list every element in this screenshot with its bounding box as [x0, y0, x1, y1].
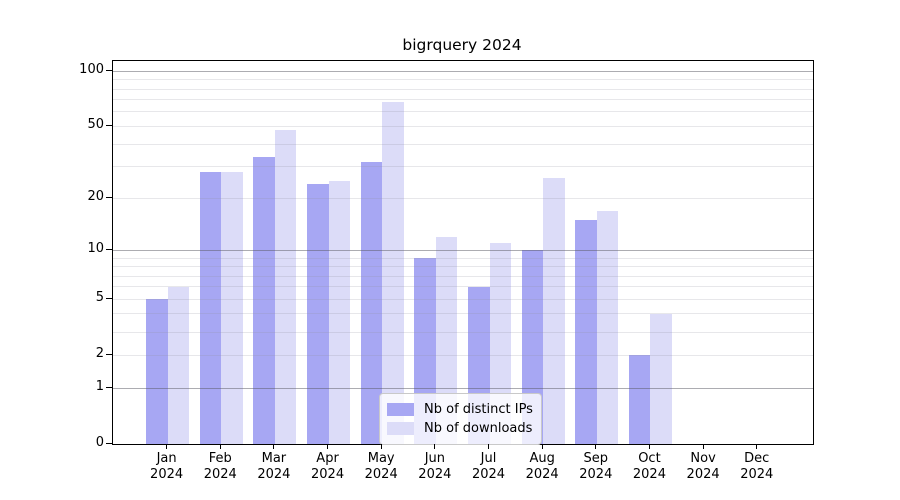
x-tick-label-nov: Nov 2024 — [686, 451, 720, 482]
y-tick-label-20: 20 — [87, 189, 104, 205]
plot-area: Nb of distinct IPs Nb of downloads — [112, 60, 814, 445]
x-tick-mark-jun — [434, 444, 436, 449]
gridline-90 — [113, 79, 813, 81]
legend-label-downloads: Nb of downloads — [424, 421, 533, 436]
y-tick-label-100: 100 — [79, 62, 104, 78]
bar-apr-downloads — [328, 180, 351, 444]
bar-jan-distinct-ips — [146, 299, 168, 444]
x-tick-mark-apr — [327, 444, 329, 449]
x-tick-mark-aug — [541, 444, 543, 449]
y-tick-label-2: 2 — [95, 346, 104, 362]
x-tick-mark-dec — [756, 444, 758, 449]
x-tick-label-apr: Apr 2024 — [311, 451, 345, 482]
y-tick-label-1: 1 — [95, 379, 104, 394]
x-tick-label-feb: Feb 2024 — [203, 451, 237, 482]
y-tick-mark-2 — [106, 353, 112, 355]
legend-swatch-downloads — [387, 422, 414, 435]
gridline-100 — [113, 70, 813, 72]
y-tick-mark-5 — [106, 297, 112, 299]
gridline-7 — [113, 275, 813, 277]
y-tick-mark-1 — [106, 386, 112, 388]
gridline-80 — [113, 88, 813, 90]
x-tick-mark-jul — [488, 444, 489, 449]
gridlines-layer — [113, 61, 813, 444]
bar-oct-downloads — [650, 313, 672, 444]
gridline-20 — [113, 197, 813, 199]
bar-sep-downloads — [596, 210, 619, 444]
gridline-60 — [113, 111, 813, 113]
y-tick-mark-100 — [106, 69, 112, 71]
y-tick-label-0: 0 — [95, 435, 104, 450]
x-tick-mark-nov — [702, 444, 704, 449]
legend-swatch-distinct-ips — [387, 403, 414, 416]
gridline-5 — [113, 298, 813, 300]
x-tick-mark-feb — [219, 444, 221, 449]
gridline-30 — [113, 166, 813, 168]
y-tick-mark-50 — [106, 124, 112, 126]
legend: Nb of distinct IPs Nb of downloads — [379, 393, 542, 445]
x-tick-label-mar: Mar 2024 — [257, 451, 291, 482]
bar-feb-downloads — [221, 171, 243, 444]
gridline-70 — [113, 99, 813, 101]
x-tick-mark-sep — [595, 444, 597, 449]
y-tick-label-50: 50 — [87, 117, 104, 133]
gridline-1 — [113, 387, 813, 389]
gridline-50 — [113, 125, 813, 127]
bar-apr-distinct-ips — [307, 183, 329, 444]
x-tick-label-oct: Oct 2024 — [632, 451, 666, 482]
y-tick-label-10: 10 — [87, 241, 104, 257]
y-tick-mark-20 — [106, 196, 112, 198]
gridline-10 — [113, 249, 813, 251]
x-tick-label-aug: Aug 2024 — [525, 451, 559, 482]
x-tick-label-may: May 2024 — [364, 451, 398, 482]
x-tick-mark-mar — [273, 444, 275, 449]
legend-item-downloads: Nb of downloads — [387, 420, 533, 437]
chart-title: bigrquery 2024 — [402, 36, 522, 54]
gridline-2 — [113, 354, 813, 356]
gridline-6 — [113, 286, 813, 288]
bar-jan-downloads — [167, 286, 190, 444]
bar-aug-downloads — [543, 177, 565, 444]
x-tick-mark-oct — [648, 444, 650, 449]
bar-mar-distinct-ips — [253, 156, 275, 444]
x-tick-label-dec: Dec 2024 — [740, 451, 774, 482]
y-tick-label-5: 5 — [95, 290, 104, 306]
gridline-8 — [113, 266, 813, 267]
bar-may-downloads — [382, 101, 404, 444]
x-tick-mark-may — [380, 444, 382, 449]
gridline-4 — [113, 313, 813, 315]
bar-oct-distinct-ips — [628, 355, 651, 444]
gridline-40 — [113, 143, 813, 145]
y-tick-mark-0 — [106, 442, 112, 444]
x-tick-mark-jan — [166, 444, 168, 449]
bar-jun-downloads — [435, 236, 458, 444]
x-tick-label-jun: Jun 2024 — [418, 451, 452, 482]
bar-may-distinct-ips — [360, 161, 383, 444]
legend-label-distinct-ips: Nb of distinct IPs — [424, 402, 533, 417]
gridline-9 — [113, 257, 813, 259]
x-tick-label-sep: Sep 2024 — [579, 451, 613, 482]
bar-mar-downloads — [274, 129, 297, 444]
y-tick-mark-10 — [106, 248, 112, 250]
legend-item-distinct-ips: Nb of distinct IPs — [387, 401, 533, 418]
gridline-3 — [113, 331, 813, 333]
x-tick-label-jan: Jan 2024 — [150, 451, 184, 482]
x-tick-label-jul: Jul 2024 — [471, 451, 506, 482]
bar-feb-distinct-ips — [199, 171, 222, 444]
